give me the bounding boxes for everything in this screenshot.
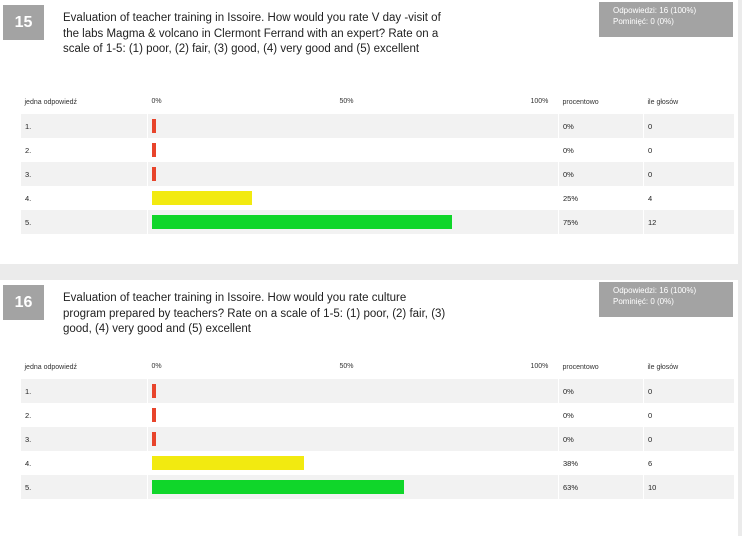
bar-cell: [147, 403, 559, 427]
answer-label: 4.: [20, 451, 148, 475]
table-row: 3. 0% 0: [20, 162, 734, 186]
result-bar: [152, 456, 304, 470]
scale-tick-50: 50%: [339, 363, 354, 370]
answers-count: Odpowiedzi: 16 (100%): [613, 286, 697, 295]
table-row: 4. 25% 4: [20, 186, 734, 210]
answer-label: 1.: [20, 379, 148, 403]
result-bar: [152, 432, 156, 446]
bar-cell: [147, 162, 559, 186]
question-number: 16: [3, 285, 44, 320]
table-row: 5. 75% 12: [20, 210, 734, 234]
answers-count: Odpowiedzi: 16 (100%): [613, 6, 697, 15]
answer-label: 5.: [20, 210, 148, 234]
votes-value: 0: [643, 403, 734, 427]
votes-header: ile głosów: [647, 98, 679, 106]
percent-value: 38%: [558, 451, 644, 475]
answer-label: 3.: [20, 162, 148, 186]
scale-tick-50: 50%: [339, 98, 354, 105]
percent-value: 25%: [558, 186, 644, 210]
votes-value: 0: [643, 379, 734, 403]
skipped-count: Pominięć: 0 (0%): [613, 297, 674, 306]
scale-tick-100: 100%: [530, 98, 549, 105]
scale-header: 0% 50% 100%: [148, 90, 559, 114]
percent-value: 0%: [558, 379, 644, 403]
result-bar: [152, 143, 156, 157]
table-row: 3. 0% 0: [20, 427, 734, 451]
votes-value: 0: [643, 162, 734, 186]
result-bar: [152, 408, 156, 422]
question-text: Evaluation of teacher training in Issoir…: [63, 292, 446, 335]
votes-value: 0: [643, 427, 734, 451]
bar-cell: [147, 210, 559, 234]
votes-value: 6: [643, 451, 734, 475]
percent-header: procentowo: [562, 98, 599, 106]
percent-value: 63%: [558, 475, 644, 499]
table-row: 1. 0% 0: [20, 379, 734, 403]
bar-cell: [147, 427, 559, 451]
percent-value: 0%: [558, 162, 644, 186]
question-panel-16: 16 Evaluation of teacher training in Iss…: [0, 280, 738, 536]
table-row: 2. 0% 0: [20, 403, 734, 427]
answer-label: 1.: [20, 114, 148, 138]
bar-cell: [147, 138, 559, 162]
result-bar: [152, 384, 156, 398]
answer-label: 2.: [20, 403, 148, 427]
answer-label: 4.: [20, 186, 148, 210]
percent-value: 0%: [558, 138, 644, 162]
votes-value: 0: [643, 114, 734, 138]
response-stats: Odpowiedzi: 16 (100%) Pominięć: 0 (0%): [599, 2, 733, 37]
votes-value: 12: [643, 210, 734, 234]
scale-tick-0: 0%: [151, 363, 162, 370]
result-bar: [152, 480, 404, 494]
response-stats: Odpowiedzi: 16 (100%) Pominięć: 0 (0%): [599, 282, 733, 317]
table-row: 2. 0% 0: [20, 138, 734, 162]
percent-value: 0%: [558, 403, 644, 427]
votes-value: 0: [643, 138, 734, 162]
scale-tick-100: 100%: [530, 363, 549, 370]
bar-cell: [147, 379, 559, 403]
percent-value: 0%: [558, 427, 644, 451]
answer-header: jedna odpowiedź: [24, 98, 78, 106]
answer-label: 5.: [20, 475, 148, 499]
table-row: 1. 0% 0: [20, 114, 734, 138]
result-bar: [152, 191, 252, 205]
bar-cell: [147, 475, 559, 499]
answer-label: 3.: [20, 427, 148, 451]
votes-value: 4: [643, 186, 734, 210]
bar-cell: [147, 114, 559, 138]
votes-header: ile głosów: [647, 363, 679, 371]
result-bar: [152, 215, 452, 229]
votes-value: 10: [643, 475, 734, 499]
question-text: Evaluation of teacher training in Issoir…: [63, 12, 441, 55]
question-panel-15: 15 Evaluation of teacher training in Iss…: [0, 0, 738, 264]
table-row: 5. 63% 10: [20, 475, 734, 499]
answer-label: 2.: [20, 138, 148, 162]
results-table: jedna odpowiedź 0% 50% 100% procentowo i…: [20, 90, 734, 234]
scale-tick-0: 0%: [151, 98, 162, 105]
result-bar: [152, 119, 156, 133]
percent-value: 0%: [558, 114, 644, 138]
bar-cell: [147, 451, 559, 475]
table-row: 4. 38% 6: [20, 451, 734, 475]
percent-header: procentowo: [562, 363, 599, 371]
percent-value: 75%: [558, 210, 644, 234]
result-bar: [152, 167, 156, 181]
results-table: jedna odpowiedź 0% 50% 100% procentowo i…: [20, 355, 734, 499]
bar-cell: [147, 186, 559, 210]
skipped-count: Pominięć: 0 (0%): [613, 17, 674, 26]
answer-header: jedna odpowiedź: [24, 363, 78, 371]
question-number: 15: [3, 5, 44, 40]
scale-header: 0% 50% 100%: [148, 355, 559, 379]
